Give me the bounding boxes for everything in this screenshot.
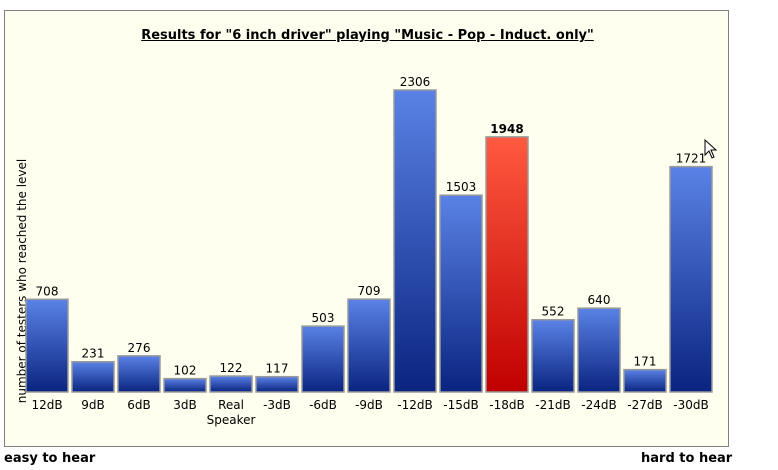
category-label-10: -18dB bbox=[489, 398, 524, 412]
value-label-6: 503 bbox=[312, 311, 335, 325]
bar-3 bbox=[163, 377, 207, 393]
bar-6 bbox=[301, 325, 345, 393]
category-label-3: 3dB bbox=[173, 398, 196, 412]
value-label-14: 1721 bbox=[676, 152, 707, 166]
value-label-3: 102 bbox=[174, 364, 197, 378]
bar-7 bbox=[347, 298, 391, 393]
footer-hard-label: hard to hear bbox=[641, 451, 733, 466]
value-label-13: 171 bbox=[634, 355, 657, 369]
category-label-9: -15dB bbox=[443, 398, 478, 412]
category-label-12: -24dB bbox=[581, 398, 616, 412]
value-label-8: 2306 bbox=[400, 75, 431, 89]
value-label-11: 552 bbox=[542, 305, 565, 319]
value-label-7: 709 bbox=[358, 284, 381, 298]
category-label-11: -21dB bbox=[535, 398, 570, 412]
category-label-1: 9dB bbox=[81, 398, 104, 412]
bar-10 bbox=[485, 136, 529, 393]
value-label-4: 122 bbox=[220, 361, 243, 375]
bar-0 bbox=[25, 298, 69, 393]
category-label-13: -27dB bbox=[627, 398, 662, 412]
value-label-9: 1503 bbox=[446, 180, 477, 194]
mouse-pointer-icon bbox=[704, 139, 718, 159]
value-label-10: 1948 bbox=[490, 122, 523, 136]
category-label-6: -6dB bbox=[309, 398, 337, 412]
category-label-8: -12dB bbox=[397, 398, 432, 412]
category-label-4-line-0: Real bbox=[218, 398, 244, 412]
category-label-5: -3dB bbox=[263, 398, 291, 412]
footer-easy-label: easy to hear bbox=[4, 451, 96, 466]
bar-11 bbox=[531, 318, 575, 393]
bar-2 bbox=[117, 355, 161, 393]
category-label-2: 6dB bbox=[127, 398, 150, 412]
bar-4 bbox=[209, 375, 253, 393]
category-label-14: -30dB bbox=[673, 398, 708, 412]
value-label-0: 708 bbox=[36, 284, 59, 298]
category-label-7: -9dB bbox=[355, 398, 383, 412]
category-label-0: 12dB bbox=[31, 398, 62, 412]
value-label-5: 117 bbox=[266, 362, 289, 376]
bar-13 bbox=[623, 368, 667, 393]
bar-14 bbox=[669, 165, 713, 393]
value-label-1: 231 bbox=[82, 347, 105, 361]
chart-title: Results for "6 inch driver" playing "Mus… bbox=[141, 28, 594, 43]
bar-12 bbox=[577, 307, 621, 393]
bar-8 bbox=[393, 89, 437, 393]
category-label-4-line-1: Speaker bbox=[207, 413, 256, 427]
value-label-2: 276 bbox=[128, 341, 151, 355]
bar-1 bbox=[71, 360, 115, 393]
bar-5 bbox=[255, 375, 299, 393]
bar-9 bbox=[439, 194, 483, 393]
value-label-12: 640 bbox=[588, 293, 611, 307]
